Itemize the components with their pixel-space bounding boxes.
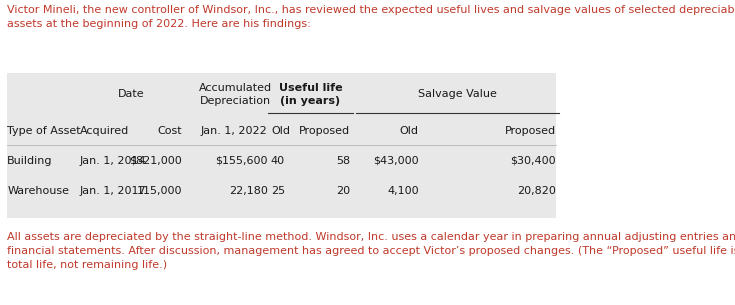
Bar [7,73,556,218]
Text: 20,820: 20,820 [517,186,556,196]
Text: Building: Building [7,156,53,166]
Text: $155,600: $155,600 [215,156,268,166]
Text: Cost: Cost [157,126,182,136]
Text: 40: 40 [271,156,285,166]
Text: Victor Mineli, the new controller of Windsor, Inc., has reviewed the expected us: Victor Mineli, the new controller of Win… [7,5,735,29]
Text: 115,000: 115,000 [137,186,182,196]
Text: 25: 25 [271,186,285,196]
Text: Warehouse: Warehouse [7,186,69,196]
Text: Jan. 1, 2014: Jan. 1, 2014 [79,156,146,166]
Text: Old: Old [400,126,419,136]
Text: Proposed: Proposed [298,126,350,136]
Text: Jan. 1, 2017: Jan. 1, 2017 [79,186,146,196]
Text: 58: 58 [336,156,350,166]
Text: Jan. 1, 2022: Jan. 1, 2022 [201,126,268,136]
Text: Accumulated
Depreciation: Accumulated Depreciation [199,83,272,106]
Text: Type of Asset: Type of Asset [7,126,81,136]
Text: Acquired: Acquired [79,126,129,136]
Text: $43,000: $43,000 [373,156,419,166]
Text: Date: Date [118,89,144,99]
Text: All assets are depreciated by the straight-line method. Windsor, Inc. uses a cal: All assets are depreciated by the straig… [7,232,735,270]
Text: Useful life
(in years): Useful life (in years) [279,83,343,106]
Text: Salvage Value: Salvage Value [418,89,497,99]
Text: $821,000: $821,000 [129,156,182,166]
Text: 4,100: 4,100 [387,186,419,196]
Text: $30,400: $30,400 [510,156,556,166]
Text: 20: 20 [336,186,350,196]
Text: Old: Old [271,126,290,136]
Text: Proposed: Proposed [505,126,556,136]
Text: 22,180: 22,180 [229,186,268,196]
